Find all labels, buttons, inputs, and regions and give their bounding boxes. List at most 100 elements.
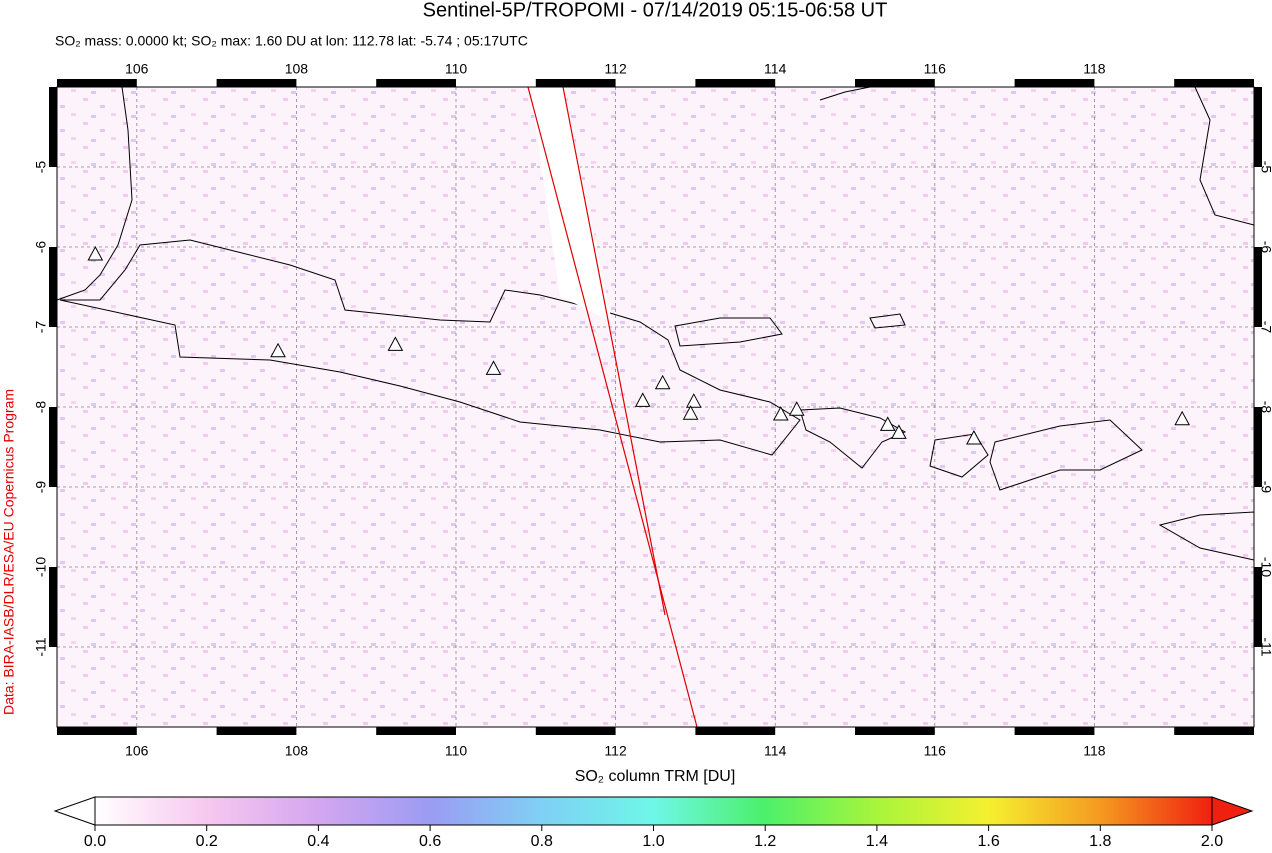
- frame-bar: [535, 79, 616, 87]
- madura: [674, 317, 783, 347]
- java: [59, 239, 801, 456]
- colorbar: [94, 796, 1213, 826]
- volcano: [966, 429, 982, 445]
- colorbar-tick-label: 0.2: [196, 833, 218, 850]
- colorbar-label: SO₂ column TRM [DU]: [575, 768, 736, 785]
- colorbar-over: [1211, 796, 1254, 826]
- colorbar-tick-label: 0.6: [419, 833, 441, 850]
- grid: [57, 87, 1254, 727]
- x-tick-label: 106: [125, 743, 149, 759]
- frame-bar: [49, 567, 57, 647]
- volcano: [1174, 410, 1191, 426]
- y-tick-label: -10: [1258, 557, 1272, 577]
- x-tick-label: 110: [445, 61, 468, 77]
- frame-bar: [695, 79, 776, 87]
- frame-bar: [1014, 727, 1095, 735]
- volcano: [685, 393, 702, 408]
- colorbar-tick-label: 1.6: [977, 833, 999, 850]
- y-tick-label: -11: [1258, 637, 1272, 656]
- x-tick-label: 108: [285, 743, 309, 759]
- frame-bar: [1174, 727, 1254, 735]
- frame-bar: [1254, 87, 1262, 167]
- x-tick-label: 116: [924, 61, 947, 77]
- frame-bar: [57, 727, 137, 735]
- x-tick-label: 118: [1083, 61, 1106, 77]
- swath-gap: [530, 87, 612, 322]
- frame-bar: [855, 79, 935, 87]
- colorbar-tick-label: 1.0: [642, 833, 664, 850]
- frame-bar: [855, 727, 935, 735]
- volcano: [387, 336, 404, 351]
- y-tick-label: -6: [1258, 241, 1272, 254]
- coastlines: [56, 86, 1255, 561]
- volcano: [682, 405, 699, 420]
- subtitle: SO₂ mass: 0.0000 kt; SO₂ max: 1.60 DU at…: [55, 33, 528, 49]
- colorbar-tick-label: 0.4: [307, 833, 329, 850]
- y-tick-label: -11: [33, 637, 49, 656]
- frame-bar: [49, 407, 57, 487]
- orbit-swath: [527, 86, 698, 728]
- colorbar-tick-label: 1.2: [754, 833, 776, 850]
- y-tick-label: -7: [1258, 321, 1272, 334]
- frame-bar: [1014, 79, 1095, 87]
- colorbar-tick-label: 1.4: [866, 833, 888, 850]
- x-tick-label: 112: [604, 61, 627, 77]
- x-tick-label: 118: [1083, 743, 1106, 759]
- colorbar-tick-label: 1.8: [1089, 833, 1111, 850]
- x-tick-label: 106: [125, 61, 149, 77]
- volcano: [891, 424, 907, 439]
- frame-bar: [1254, 567, 1262, 647]
- frame-bar: [1174, 79, 1254, 87]
- bali: [799, 407, 907, 469]
- x-tick-label: 116: [924, 743, 947, 759]
- frame-bar: [376, 79, 456, 87]
- y-tick-label: -10: [33, 557, 49, 577]
- y-tick-label: -8: [1258, 401, 1272, 414]
- sumbawa: [989, 419, 1143, 491]
- volcano: [879, 416, 896, 431]
- frame-bar: [1254, 247, 1262, 327]
- y-tick-label: -9: [33, 481, 49, 494]
- volcano: [485, 360, 502, 375]
- colorbar-tick-label: 2.0: [1201, 833, 1223, 850]
- y-tick-label: -8: [33, 401, 49, 414]
- y-tick-label: -5: [1258, 161, 1272, 174]
- x-tick-label: 108: [285, 61, 309, 77]
- x-tick-label: 112: [604, 743, 627, 759]
- frame-bar: [1254, 407, 1262, 487]
- swath-edge: [527, 86, 698, 728]
- frame-bar: [49, 87, 57, 167]
- kalimantan: [819, 86, 1255, 226]
- frame-bar: [216, 727, 297, 735]
- y-tick-label: -7: [33, 321, 49, 334]
- x-tick-label: 114: [764, 743, 787, 759]
- chart-title: Sentinel-5P/TROPOMI - 07/14/2019 05:15-0…: [423, 0, 888, 21]
- frame-bar: [695, 727, 776, 735]
- colorbar-tick-label: 0.8: [531, 833, 553, 850]
- volcano: [654, 374, 671, 390]
- y-tick-label: -9: [1258, 481, 1272, 494]
- volcano: [270, 342, 286, 358]
- volcanoes: [87, 245, 1191, 445]
- sumatra: [56, 86, 133, 301]
- y-tick-label: -5: [33, 161, 49, 174]
- colorbar-under: [53, 796, 96, 826]
- x-tick-label: 114: [764, 61, 787, 77]
- swath-edge: [562, 86, 666, 616]
- lombok: [929, 433, 989, 478]
- volcano: [634, 392, 651, 407]
- frame-bar: [376, 727, 456, 735]
- volcano: [788, 401, 805, 416]
- y-tick-label: -6: [33, 241, 49, 254]
- x-tick-label: 110: [445, 743, 468, 759]
- frame-bar: [49, 247, 57, 327]
- colorbar-tick-label: 0.0: [84, 833, 106, 850]
- volcano: [772, 405, 789, 421]
- volcano: [87, 245, 104, 261]
- frame-bar: [535, 727, 616, 735]
- credit: Data: BIRA-IASB/DLR/ESA/EU Copernicus Pr…: [1, 389, 17, 715]
- map-background: [57, 87, 1254, 727]
- frame-bar: [216, 79, 297, 87]
- frame-bar: [57, 79, 137, 87]
